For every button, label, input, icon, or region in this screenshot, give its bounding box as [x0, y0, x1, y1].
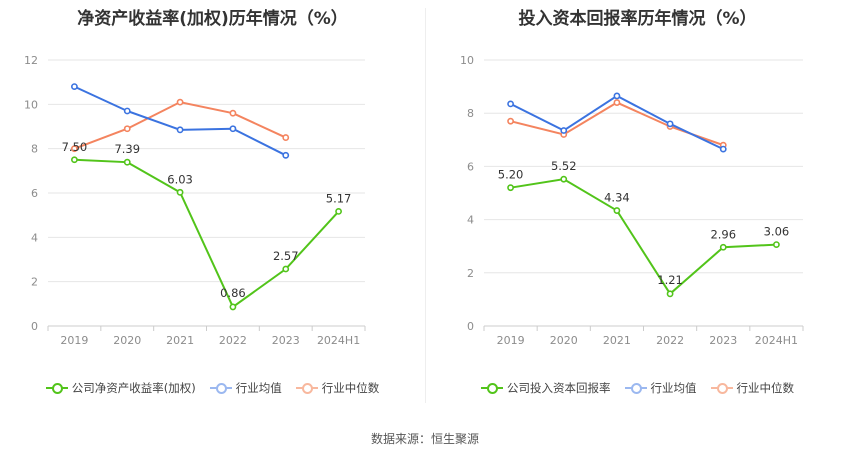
series-point — [613, 92, 621, 100]
y-tick-label: 12 — [24, 54, 38, 67]
y-tick-label: 8 — [31, 143, 38, 156]
series-point — [560, 175, 568, 183]
legend-label: 行业均值 — [650, 381, 697, 395]
data-label: 5.52 — [551, 159, 577, 173]
series-point — [229, 109, 237, 117]
data-label: 4.34 — [604, 191, 630, 205]
legend-label: 公司净资产收益率(加权) — [71, 381, 196, 395]
legend-label: 行业中位数 — [321, 381, 380, 395]
legend-swatch-company — [481, 382, 503, 394]
y-tick-label: 8 — [467, 107, 474, 120]
legend-item-company-roe[interactable]: 公司净资产收益率(加权) — [45, 380, 196, 396]
legend-label: 行业均值 — [235, 381, 282, 395]
data-label: 0.86 — [220, 286, 246, 300]
data-label: 5.20 — [498, 168, 524, 182]
legend-item-industry-median[interactable]: 行业中位数 — [710, 380, 795, 396]
legend-swatch-industry-avg — [624, 382, 647, 394]
x-tick-label: 2023 — [272, 334, 300, 347]
x-tick-label: 2020 — [113, 334, 141, 347]
series-point — [123, 125, 131, 133]
data-label: 3.06 — [764, 225, 790, 239]
series-point — [507, 117, 514, 125]
series-point — [560, 127, 568, 134]
series-point — [719, 243, 727, 251]
data-label: 5.17 — [326, 191, 352, 205]
series-point — [666, 290, 674, 298]
series-line — [510, 178, 777, 296]
series-point — [613, 207, 621, 214]
series-point — [335, 207, 342, 215]
data-label: 6.03 — [167, 172, 193, 186]
roe-chart-panel: 净资产收益率(加权)历年情况（%） 0 2 4 6 8 10 12 2019 2020 2021 2… — [0, 0, 425, 420]
series-point — [229, 125, 237, 133]
legend-swatch-industry-median — [295, 382, 318, 394]
y-tick-label: 2 — [467, 267, 474, 280]
y-tick-label: 4 — [467, 214, 474, 227]
series-point — [176, 188, 184, 196]
data-label: 7.39 — [114, 142, 140, 156]
series-point — [773, 241, 780, 249]
data-label: 2.96 — [710, 227, 736, 241]
series-point — [282, 265, 290, 273]
y-tick-label: 0 — [31, 320, 38, 333]
x-tick-label: 2024H1 — [755, 334, 798, 347]
y-tick-label: 6 — [467, 160, 474, 173]
series-point — [719, 145, 727, 153]
series-point — [176, 126, 184, 134]
legend-item-industry-avg[interactable]: 行业均值 — [209, 380, 282, 396]
data-source-note: 数据来源：恒生聚源 — [370, 432, 479, 446]
y-tick-label: 4 — [31, 231, 38, 244]
series-point — [282, 134, 290, 141]
legend-label: 行业中位数 — [736, 381, 795, 395]
x-tick-label: 2022 — [219, 334, 247, 347]
series-point — [507, 100, 514, 108]
series-point — [71, 83, 78, 90]
data-label: 7.50 — [62, 140, 88, 154]
roe-chart-title: 净资产收益率(加权)历年情况（%） — [77, 9, 348, 29]
series-point — [666, 120, 674, 128]
legend-item-industry-avg[interactable]: 行业均值 — [624, 380, 697, 396]
x-tick-label: 2019 — [60, 334, 88, 347]
legend-label: 公司投入资本回报率 — [507, 381, 611, 395]
series-point — [176, 98, 184, 106]
series-point — [613, 99, 621, 106]
series-line — [510, 101, 724, 147]
series-point — [229, 303, 237, 311]
roic-chart-legend: 公司投入资本回报率 行业均值 行业中位数 — [425, 380, 850, 396]
x-tick-label: 2023 — [709, 334, 737, 347]
y-tick-label: 10 — [460, 54, 474, 67]
legend-swatch-company — [45, 382, 68, 394]
data-label: 2.57 — [273, 249, 299, 263]
legend-swatch-industry-avg — [209, 382, 232, 394]
y-tick-label: 10 — [24, 98, 38, 111]
y-tick-label: 0 — [467, 320, 474, 333]
series-point — [123, 107, 131, 115]
roe-chart-plot: 0 2 4 6 8 10 12 2019 2020 2021 2022 2023 2024H1 7.50 7… — [24, 54, 366, 347]
roic-chart-panel: 投入资本回报率历年情况（%） 0 2 4 6 8 10 2019 2020 2021 2022 20… — [425, 0, 850, 420]
series-point — [71, 145, 78, 153]
x-tick-label: 2022 — [656, 334, 684, 347]
y-tick-label: 6 — [31, 187, 38, 200]
roic-chart-plot: 0 2 4 6 8 10 2019 2020 2021 2022 2023 2024H1 5.20 5.5… — [460, 54, 804, 347]
legend-item-industry-median[interactable]: 行业中位数 — [295, 380, 380, 396]
data-label: 1.21 — [657, 273, 683, 287]
x-tick-label: 2024H1 — [317, 334, 360, 347]
x-tick-label: 2021 — [603, 334, 631, 347]
series-line — [74, 158, 340, 309]
roe-chart-legend: 公司净资产收益率(加权) 行业均值 行业中位数 — [0, 380, 425, 396]
series-point — [123, 158, 131, 166]
legend-swatch-industry-median — [710, 382, 733, 394]
series-line — [73, 85, 287, 157]
panel-divider — [425, 8, 426, 403]
series-point — [282, 151, 290, 159]
x-tick-label: 2019 — [497, 334, 525, 347]
series-point — [507, 184, 514, 192]
x-tick-label: 2021 — [166, 334, 194, 347]
y-tick-label: 2 — [31, 276, 38, 289]
series-point — [71, 156, 78, 164]
roic-chart-title: 投入资本回报率历年情况（%） — [518, 9, 757, 29]
series-line — [74, 101, 287, 150]
legend-item-company-roic[interactable]: 公司投入资本回报率 — [481, 380, 611, 396]
x-tick-label: 2020 — [550, 334, 578, 347]
